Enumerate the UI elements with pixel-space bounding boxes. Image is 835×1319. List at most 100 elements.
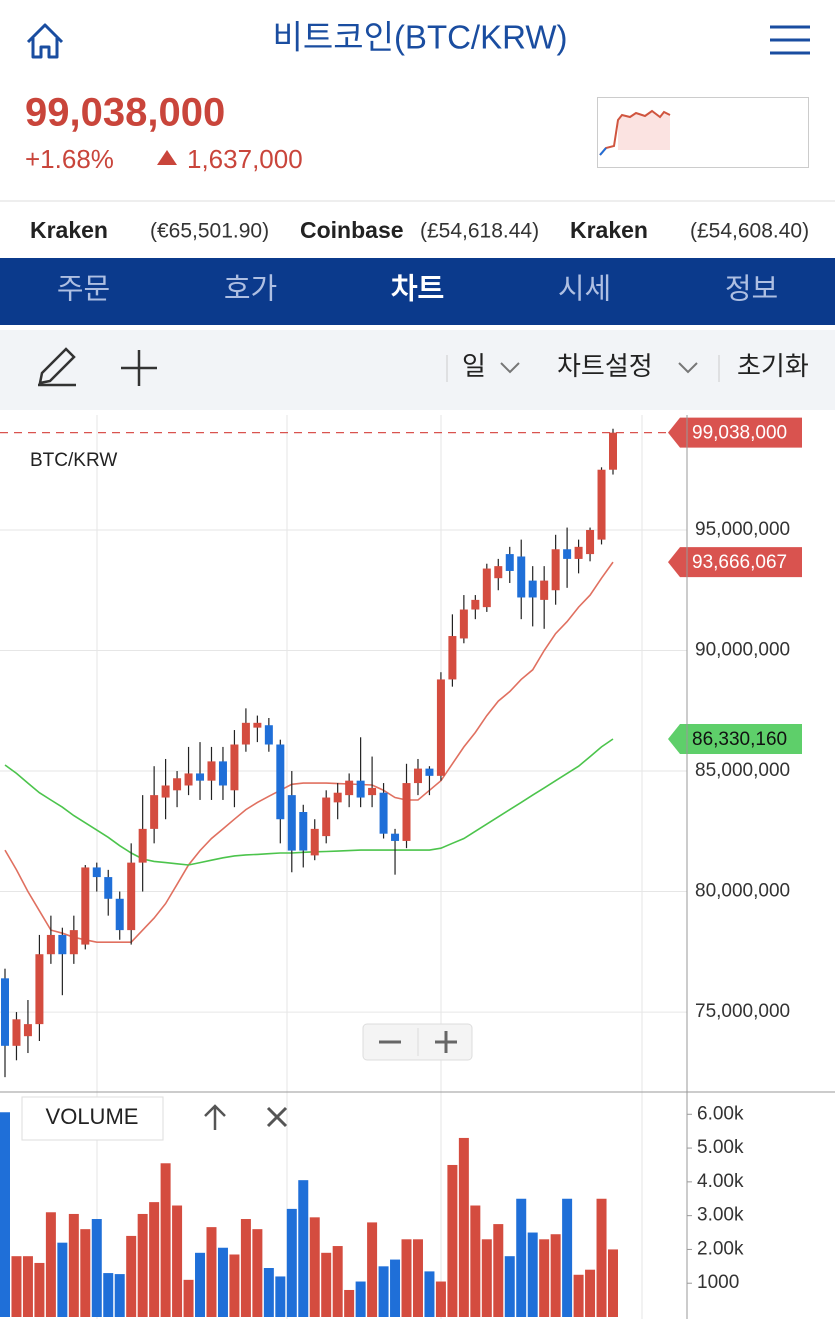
candle-body <box>425 768 434 776</box>
candle-body <box>528 580 537 598</box>
volume-bar <box>183 1279 194 1317</box>
candle-body <box>115 898 124 931</box>
candle-body <box>436 679 445 776</box>
exchange-price: (£54,608.40) <box>690 220 809 243</box>
candle-body <box>127 862 136 931</box>
volume-bar <box>68 1213 79 1317</box>
close-button[interactable] <box>266 1106 288 1128</box>
candle-body <box>35 954 44 1025</box>
price-badge <box>668 547 802 578</box>
volume-bar <box>481 1239 492 1317</box>
candle-body <box>597 469 606 540</box>
candle-body <box>505 554 514 571</box>
volume-bar <box>435 1281 446 1317</box>
tabs: 주문 호가 차트 시세 정보 <box>57 273 778 306</box>
candle-body <box>471 599 480 610</box>
reset-button[interactable]: 초기화 <box>737 351 809 381</box>
volume-bar <box>45 1212 56 1317</box>
volume-bar <box>390 1259 401 1317</box>
y-tick-label: 85,000,000 <box>695 760 790 781</box>
volume-bar <box>263 1268 274 1317</box>
menu-button[interactable] <box>770 25 810 55</box>
close-icon <box>266 1106 288 1128</box>
symbol-label: BTC/KRW <box>30 450 117 471</box>
candle-body <box>356 780 365 798</box>
volume-bar <box>527 1232 538 1317</box>
y-tick-label: 95,000,000 <box>695 519 790 540</box>
home-button[interactable] <box>26 23 64 59</box>
candle-body <box>184 773 193 786</box>
candle-body <box>92 867 101 878</box>
volume-bar <box>195 1252 206 1317</box>
y-tick-label: 80,000,000 <box>695 881 790 902</box>
volume-bar <box>493 1224 504 1317</box>
ticker-row: Kraken (€65,501.90) Coinbase (£54,618.44) Kr… <box>30 217 809 243</box>
volume-bar <box>80 1229 91 1317</box>
candle-body <box>23 1024 32 1037</box>
candle-body <box>69 930 78 955</box>
y-tick-label: 4.00k <box>697 1171 744 1192</box>
y-tick-label: 5.00k <box>697 1137 744 1158</box>
price-chart: BTC/KRW 75,000,000 80,000,000 85,000,000 90,… <box>0 417 802 1078</box>
volume-bar <box>424 1271 435 1317</box>
change-percent: +1.68% <box>25 144 114 174</box>
interval-select[interactable]: 일 <box>462 351 486 381</box>
tab[interactable]: 차트 <box>391 273 444 306</box>
home-icon <box>26 23 64 59</box>
exchange-price: (£54,618.44) <box>420 220 539 243</box>
candle-body <box>448 636 457 680</box>
volume-bar <box>286 1208 297 1317</box>
y-tick-label: 6.00k <box>697 1103 744 1124</box>
chart-settings[interactable]: 차트설정 <box>557 351 653 381</box>
candle-body <box>402 783 411 841</box>
volume-bar <box>550 1234 561 1317</box>
volume-bar <box>0 1112 10 1317</box>
moving-average <box>4 738 614 866</box>
pencil-icon <box>38 347 76 387</box>
candle-body <box>299 812 308 851</box>
time-grid <box>96 415 643 1319</box>
volume-bar <box>412 1239 423 1317</box>
candle-body <box>482 568 491 608</box>
moving-average <box>4 561 614 943</box>
candle-body <box>104 877 113 899</box>
volume-bar <box>149 1202 160 1317</box>
volume-bar <box>217 1247 228 1317</box>
volume-bar <box>470 1205 481 1317</box>
tab[interactable]: 호가 <box>224 274 277 306</box>
volume-bar <box>229 1254 240 1317</box>
volume-bar <box>608 1249 618 1317</box>
volume-legend-box <box>21 1096 164 1141</box>
tab[interactable]: 시세 <box>558 274 611 306</box>
tab[interactable]: 정보 <box>725 274 778 306</box>
draw-button[interactable] <box>38 347 76 387</box>
y-tick-label: 3.00k <box>697 1205 744 1226</box>
volume-bar <box>367 1222 378 1317</box>
candle-body <box>196 773 205 781</box>
volume-bar <box>321 1252 332 1317</box>
candle-body <box>276 744 285 820</box>
y-tick-label: 75,000,000 <box>695 1001 790 1022</box>
up-triangle <box>157 150 177 165</box>
candle-body <box>413 768 422 784</box>
volume-bar <box>573 1274 584 1317</box>
volume-bar <box>401 1239 412 1317</box>
volume-bar <box>103 1273 114 1317</box>
y-tick-label: 1000 <box>697 1272 739 1293</box>
move-up-button[interactable] <box>204 1104 226 1130</box>
zoom-in[interactable] <box>435 1031 457 1053</box>
candle-body <box>586 529 595 555</box>
candle-body <box>368 787 377 796</box>
candle-body <box>345 780 354 796</box>
candle-body <box>12 1019 21 1046</box>
volume-bar <box>298 1180 309 1317</box>
candle-body <box>459 609 468 639</box>
candle-body <box>46 934 55 955</box>
candle-body <box>138 828 147 863</box>
tab[interactable]: 주문 <box>57 274 110 306</box>
volume-bar <box>332 1246 343 1317</box>
price-badge <box>668 723 802 754</box>
volume-bar <box>516 1198 527 1317</box>
add-button[interactable] <box>121 350 157 386</box>
